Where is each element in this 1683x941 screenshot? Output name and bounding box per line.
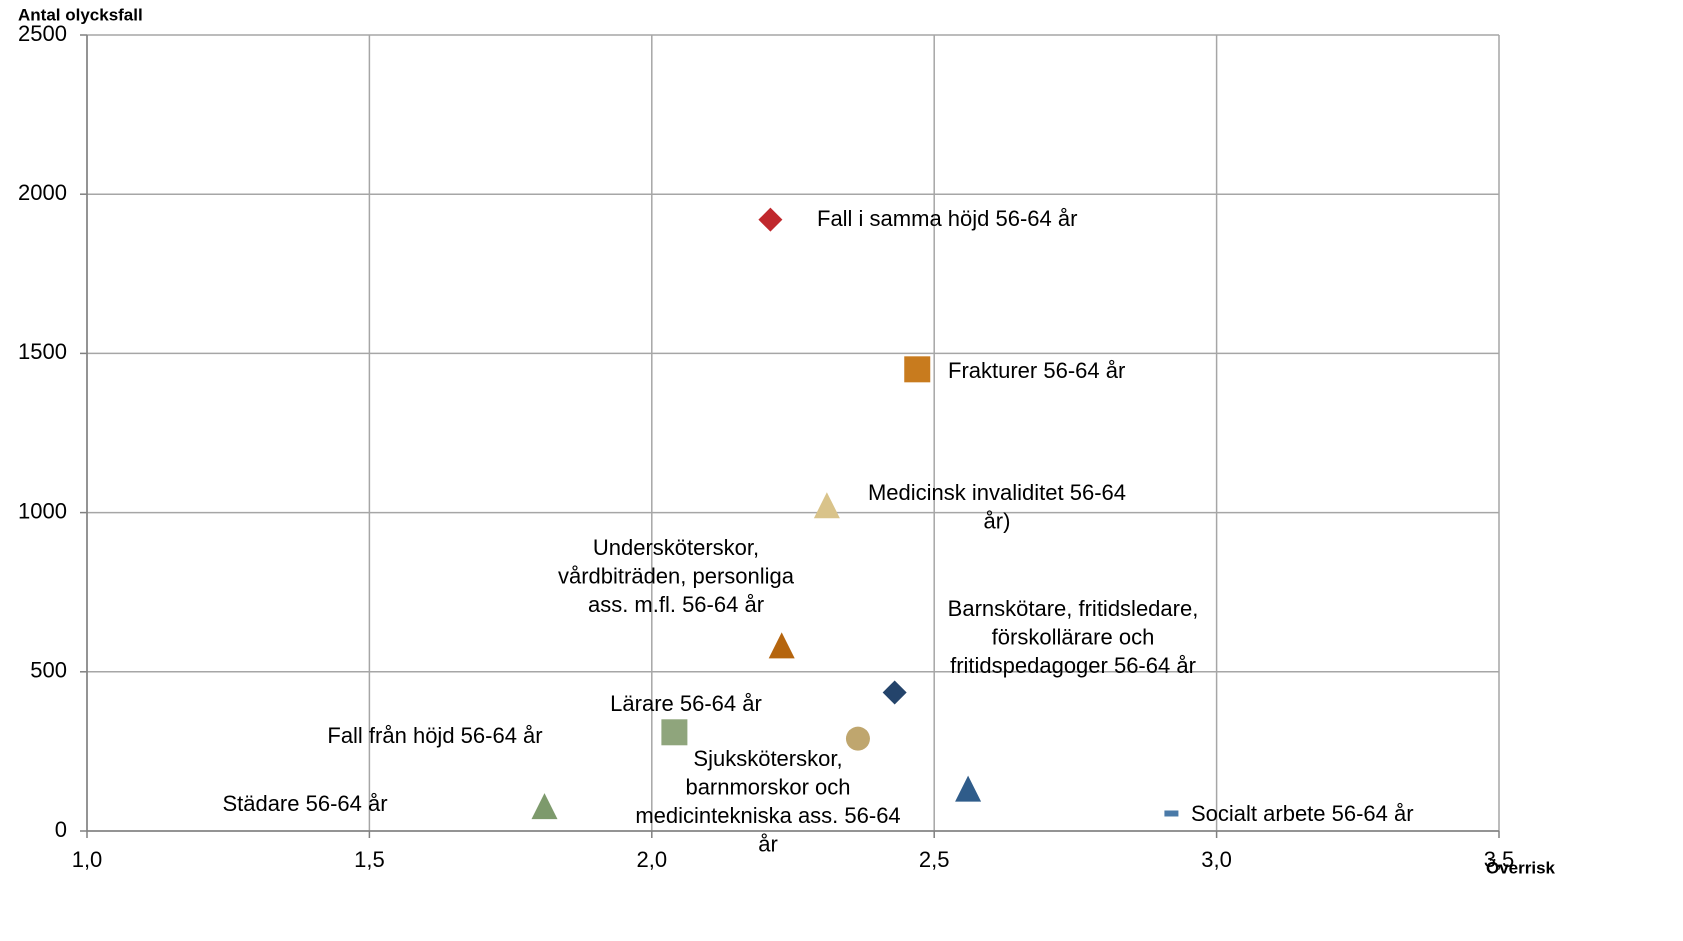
y-tick-label: 2000 [18, 180, 67, 205]
data-label: Undersköterskor, [593, 535, 759, 560]
data-label: år) [984, 508, 1011, 533]
point [768, 632, 795, 659]
x-tick-label: 3,0 [1201, 847, 1232, 872]
data-label: vårdbiträden, personliga [558, 563, 795, 588]
data-label: Fall från höjd 56-64 år [327, 723, 542, 748]
y-tick-label: 2500 [18, 21, 67, 46]
data-label: år [758, 831, 778, 856]
data-label: medicintekniska ass. 56-64 [635, 803, 900, 828]
data-label: ass. m.fl. 56-64 år [588, 592, 764, 617]
data-label: Sjuksköterskor, [693, 746, 842, 771]
y-tick-label: 500 [30, 658, 67, 683]
data-label: fritidspedagoger 56-64 år [950, 653, 1196, 678]
y-axis-title: Antal olycksfall [18, 5, 143, 24]
point [904, 356, 931, 383]
point [882, 680, 907, 705]
point [813, 492, 840, 519]
data-label: Fall i samma höjd 56-64 år [817, 206, 1077, 231]
point [845, 726, 870, 751]
x-tick-label: 2,0 [637, 847, 668, 872]
y-tick-label: 1000 [18, 498, 67, 523]
point [531, 793, 558, 820]
x-tick-label: 2,5 [919, 847, 950, 872]
y-tick-label: 0 [55, 817, 67, 842]
data-label: Barnskötare, fritidsledare, [948, 596, 1199, 621]
data-label: Socialt arbete 56-64 år [1191, 801, 1414, 826]
x-tick-label: 1,0 [72, 847, 103, 872]
y-tick-label: 1500 [18, 339, 67, 364]
point [1164, 810, 1179, 817]
point [661, 719, 688, 746]
data-label: Städare 56-64 år [222, 791, 387, 816]
data-label: barnmorskor och [685, 774, 850, 799]
data-label: förskollärare och [992, 624, 1155, 649]
x-tick-label: 3,5 [1484, 847, 1515, 872]
x-tick-label: 1,5 [354, 847, 385, 872]
point [758, 207, 783, 232]
data-label: Lärare 56-64 år [610, 691, 762, 716]
data-label: Frakturer 56-64 år [948, 358, 1125, 383]
point [955, 775, 982, 802]
data-label: Medicinsk invaliditet 56-64 [868, 480, 1126, 505]
x-axis-title: Överrisk [1486, 858, 1556, 877]
